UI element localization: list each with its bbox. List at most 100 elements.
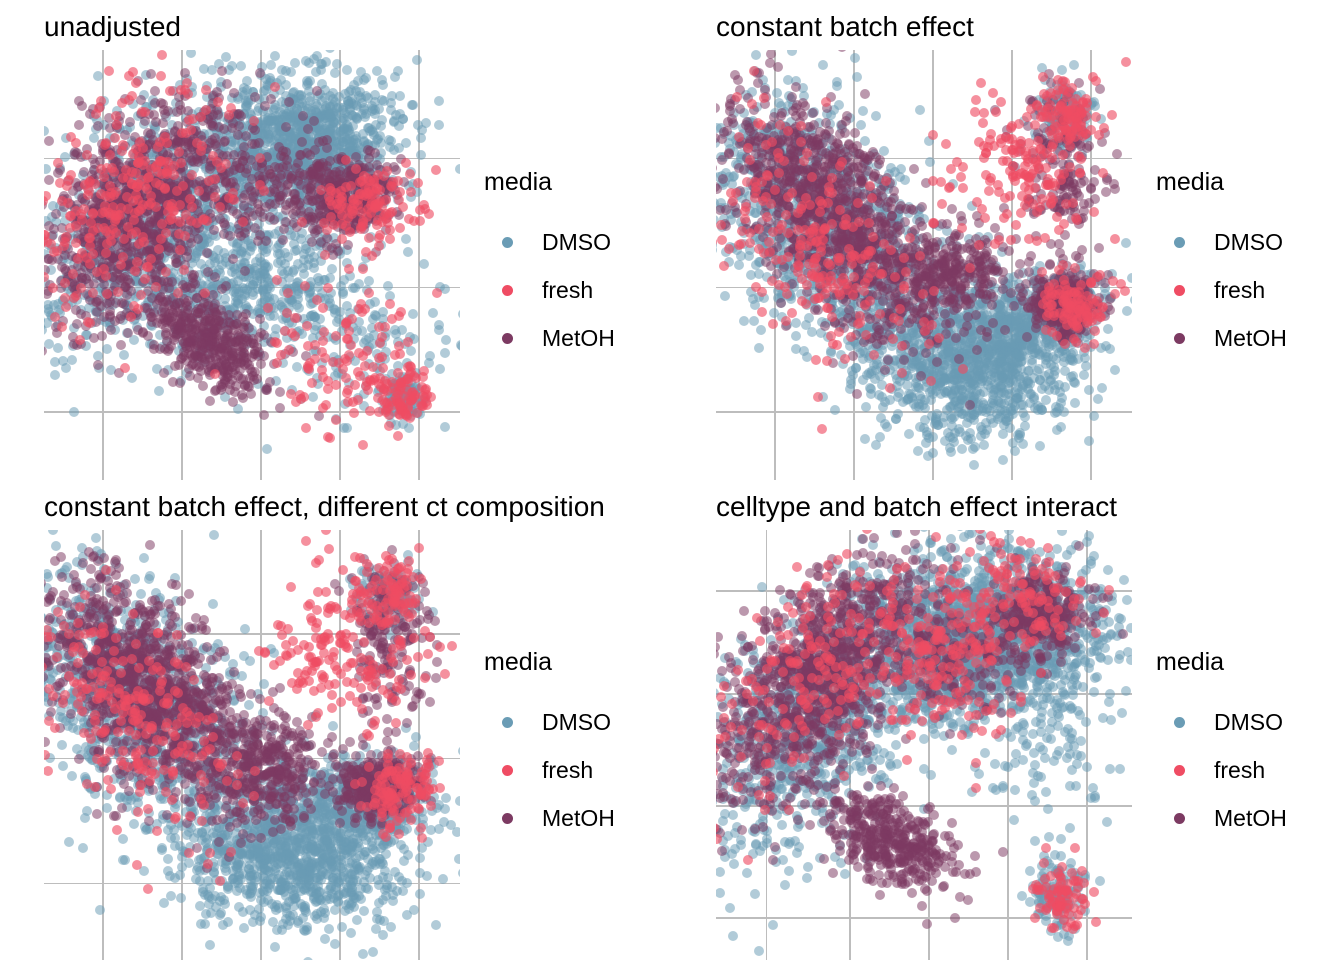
scatter-point bbox=[307, 378, 317, 388]
scatter-point bbox=[217, 66, 227, 76]
scatter-point bbox=[416, 133, 426, 143]
scatter-point bbox=[339, 123, 349, 133]
scatter-point bbox=[101, 271, 111, 281]
scatter-point bbox=[338, 289, 348, 299]
scatter-point bbox=[270, 337, 280, 347]
scatter-point bbox=[97, 331, 107, 341]
scatter-point bbox=[273, 249, 283, 259]
scatter-point bbox=[210, 369, 220, 379]
scatter-point bbox=[364, 276, 374, 286]
scatter-point bbox=[269, 311, 279, 321]
scatter-point bbox=[364, 233, 374, 243]
scatter-point bbox=[140, 116, 150, 126]
scatter-point bbox=[123, 328, 133, 338]
scatter-point bbox=[118, 140, 128, 150]
scatter-point bbox=[60, 293, 70, 303]
scatter-point bbox=[263, 115, 273, 125]
scatter-point bbox=[224, 110, 234, 120]
scatter-point bbox=[401, 234, 411, 244]
scatter-point bbox=[269, 294, 279, 304]
scatter-point bbox=[282, 180, 292, 190]
scatter-point bbox=[212, 310, 222, 320]
scatter-point bbox=[117, 298, 127, 308]
scatter-point bbox=[179, 265, 189, 275]
scatter-point bbox=[275, 387, 285, 397]
scatter-point bbox=[205, 396, 215, 406]
scatter-point bbox=[154, 386, 164, 396]
scatter-point bbox=[194, 186, 204, 196]
scatter-point bbox=[93, 71, 103, 81]
scatter-point bbox=[173, 288, 183, 298]
scatter-point bbox=[362, 346, 372, 356]
scatter-point bbox=[248, 280, 258, 290]
scatter-point bbox=[350, 283, 360, 293]
scatter-point bbox=[312, 86, 322, 96]
scatter-point bbox=[301, 56, 311, 66]
scatter-point bbox=[101, 248, 111, 258]
scatter-point bbox=[251, 257, 261, 267]
scatter-point bbox=[102, 289, 112, 299]
scatter-point bbox=[44, 136, 54, 146]
scatter-point bbox=[226, 337, 236, 347]
scatter-point bbox=[256, 328, 266, 338]
scatter-point bbox=[262, 383, 272, 393]
scatter-point bbox=[361, 91, 371, 101]
scatter-point bbox=[323, 384, 333, 394]
scatter-point bbox=[330, 308, 340, 318]
scatter-point bbox=[348, 195, 358, 205]
scatter-point bbox=[262, 444, 272, 454]
scatter-point bbox=[131, 78, 141, 88]
scatter-point bbox=[263, 303, 273, 313]
scatter-point bbox=[277, 191, 287, 201]
scatter-point bbox=[105, 181, 115, 191]
scatter-point bbox=[344, 326, 354, 336]
scatter-point bbox=[348, 111, 358, 121]
scatter-point bbox=[186, 50, 196, 58]
scatter-point bbox=[48, 283, 58, 293]
scatter-point bbox=[82, 150, 92, 160]
scatter-point bbox=[374, 353, 384, 363]
scatter-point bbox=[360, 112, 370, 122]
scatter-point bbox=[255, 153, 265, 163]
scatter-point bbox=[162, 166, 172, 176]
scatter-point bbox=[416, 150, 426, 160]
scatter-point bbox=[241, 309, 251, 319]
scatter-point bbox=[138, 160, 148, 170]
scatter-point bbox=[325, 196, 335, 206]
scatter-point bbox=[106, 325, 116, 335]
scatter-point bbox=[213, 97, 223, 107]
scatter-point bbox=[177, 128, 187, 138]
scatter-point bbox=[210, 174, 220, 184]
scatter-point bbox=[342, 423, 352, 433]
scatter-point bbox=[424, 209, 434, 219]
scatter-point bbox=[372, 66, 382, 76]
scatter-point bbox=[71, 138, 81, 148]
scatter-point bbox=[301, 423, 311, 433]
scatter-point bbox=[278, 235, 288, 245]
scatter-point bbox=[307, 237, 317, 247]
scatter-point bbox=[93, 121, 103, 131]
scatter-point bbox=[310, 312, 320, 322]
scatter-point bbox=[146, 69, 156, 79]
scatter-point bbox=[284, 97, 294, 107]
scatter-point bbox=[90, 179, 100, 189]
scatter-point bbox=[222, 79, 232, 89]
scatter-point bbox=[393, 431, 403, 441]
scatter-point bbox=[326, 186, 336, 196]
scatter-point bbox=[249, 116, 259, 126]
scatter-point bbox=[435, 364, 445, 374]
scatter-point bbox=[207, 118, 217, 128]
scatter-point bbox=[210, 272, 220, 282]
scatter-point bbox=[53, 343, 63, 353]
scatter-point bbox=[239, 323, 249, 333]
scatter-point bbox=[359, 75, 369, 85]
scatter-point bbox=[207, 65, 217, 75]
scatter-point bbox=[302, 76, 312, 86]
scatter-point bbox=[134, 206, 144, 216]
scatter-point bbox=[153, 167, 163, 177]
scatter-point bbox=[289, 265, 299, 275]
scatter-point bbox=[288, 209, 298, 219]
scatter-point bbox=[292, 362, 302, 372]
scatter-point bbox=[412, 55, 422, 65]
scatter-point bbox=[236, 61, 246, 71]
